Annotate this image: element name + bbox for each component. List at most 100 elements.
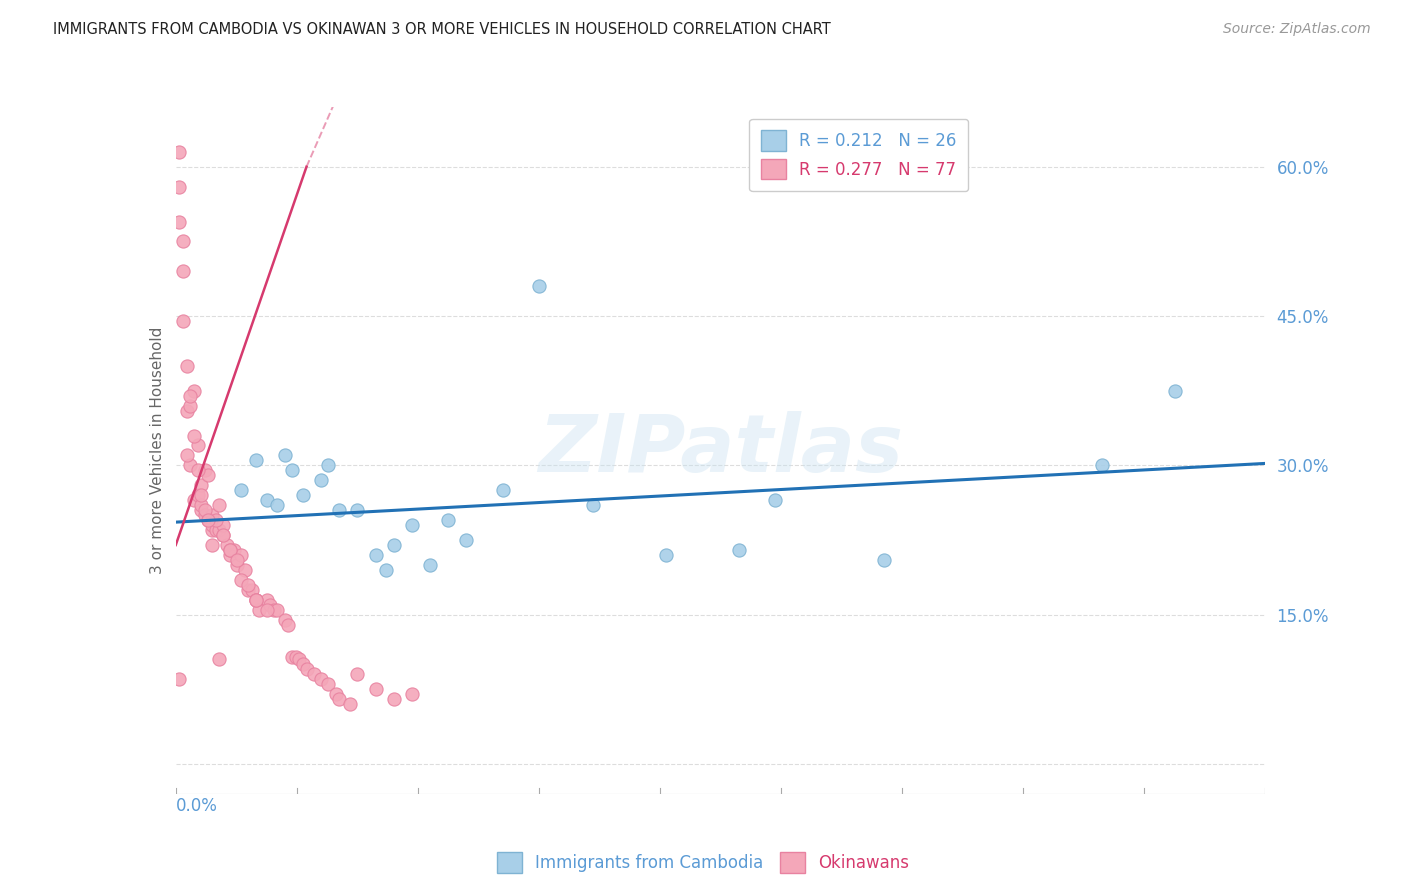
Point — [183, 493, 205, 508]
Point — [1163, 384, 1185, 398]
Point — [277, 617, 299, 632]
Point — [346, 667, 368, 681]
Point — [169, 214, 191, 228]
Legend: R = 0.212   N = 26, R = 0.277   N = 77: R = 0.212 N = 26, R = 0.277 N = 77 — [749, 119, 969, 191]
Point — [266, 498, 288, 512]
Point — [190, 498, 212, 512]
Point — [456, 533, 478, 547]
Point — [325, 687, 347, 701]
Point — [288, 652, 311, 666]
Point — [346, 503, 368, 517]
Point — [204, 523, 226, 537]
Point — [197, 513, 219, 527]
Point — [318, 458, 340, 473]
Point — [231, 548, 253, 562]
Point — [179, 399, 201, 413]
Point — [176, 449, 198, 463]
Point — [231, 483, 253, 498]
Text: ZIPatlas: ZIPatlas — [538, 411, 903, 490]
Point — [186, 488, 209, 502]
Point — [183, 428, 205, 442]
Point — [328, 503, 350, 517]
Point — [172, 264, 194, 278]
Point — [186, 438, 209, 452]
Point — [176, 403, 198, 417]
Point — [375, 563, 398, 577]
Point — [274, 613, 297, 627]
Point — [194, 503, 217, 517]
Point — [172, 235, 194, 249]
Point — [245, 592, 267, 607]
Point — [419, 558, 441, 572]
Point — [328, 692, 350, 706]
Point — [201, 518, 224, 533]
Point — [727, 543, 749, 558]
Point — [291, 657, 314, 672]
Point — [302, 667, 325, 681]
Point — [172, 314, 194, 328]
Point — [190, 478, 212, 492]
Point — [169, 145, 191, 159]
Point — [194, 508, 217, 523]
Point — [437, 513, 460, 527]
Point — [219, 543, 242, 558]
Text: IMMIGRANTS FROM CAMBODIA VS OKINAWAN 3 OR MORE VEHICLES IN HOUSEHOLD CORRELATION: IMMIGRANTS FROM CAMBODIA VS OKINAWAN 3 O… — [53, 22, 831, 37]
Point — [401, 687, 423, 701]
Point — [219, 543, 242, 558]
Point — [527, 279, 550, 293]
Point — [245, 453, 267, 467]
Point — [309, 673, 332, 687]
Point — [382, 538, 405, 552]
Point — [226, 553, 249, 567]
Point — [492, 483, 515, 498]
Point — [1091, 458, 1114, 473]
Point — [401, 518, 423, 533]
Point — [245, 592, 267, 607]
Text: Source: ZipAtlas.com: Source: ZipAtlas.com — [1223, 22, 1371, 37]
Point — [197, 513, 219, 527]
Point — [364, 682, 387, 697]
Point — [212, 528, 235, 542]
Point — [256, 493, 278, 508]
Point — [247, 603, 270, 617]
Point — [240, 582, 263, 597]
Point — [201, 523, 224, 537]
Point — [208, 498, 231, 512]
Point — [169, 673, 191, 687]
Point — [208, 652, 231, 666]
Point — [233, 563, 256, 577]
Point — [364, 548, 387, 562]
Point — [281, 649, 304, 664]
Point — [256, 603, 278, 617]
Point — [226, 558, 249, 572]
Point — [190, 488, 212, 502]
Point — [212, 528, 235, 542]
Point — [201, 508, 224, 523]
Point — [318, 677, 340, 691]
Point — [179, 458, 201, 473]
Point — [190, 503, 212, 517]
Point — [219, 548, 242, 562]
Point — [169, 179, 191, 194]
Point — [238, 578, 260, 592]
Point — [212, 518, 235, 533]
Point — [291, 488, 314, 502]
Point — [245, 592, 267, 607]
Point — [204, 513, 226, 527]
Point — [763, 493, 786, 508]
Point — [263, 603, 285, 617]
Point — [873, 553, 896, 567]
Point — [281, 463, 304, 477]
Point — [295, 663, 318, 677]
Point — [274, 449, 297, 463]
Point — [215, 538, 238, 552]
Point — [238, 582, 260, 597]
Text: 0.0%: 0.0% — [176, 797, 218, 815]
Point — [339, 698, 361, 712]
Point — [231, 573, 253, 587]
Point — [222, 543, 245, 558]
Point — [186, 463, 209, 477]
Point — [194, 463, 217, 477]
Point — [197, 468, 219, 483]
Point — [382, 692, 405, 706]
